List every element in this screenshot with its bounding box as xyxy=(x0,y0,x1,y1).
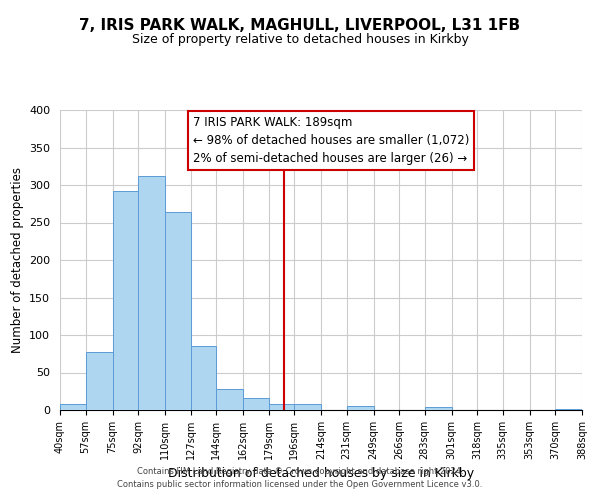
Text: Contains public sector information licensed under the Open Government Licence v3: Contains public sector information licen… xyxy=(118,480,482,489)
X-axis label: Distribution of detached houses by size in Kirkby: Distribution of detached houses by size … xyxy=(168,468,474,480)
Text: Size of property relative to detached houses in Kirkby: Size of property relative to detached ho… xyxy=(131,32,469,46)
Bar xyxy=(347,406,373,410)
Bar xyxy=(555,408,582,410)
Text: Contains HM Land Registry data © Crown copyright and database right 2024.: Contains HM Land Registry data © Crown c… xyxy=(137,468,463,476)
Text: 7 IRIS PARK WALK: 189sqm
← 98% of detached houses are smaller (1,072)
2% of semi: 7 IRIS PARK WALK: 189sqm ← 98% of detach… xyxy=(193,116,469,165)
Bar xyxy=(269,404,294,410)
Bar xyxy=(243,398,269,410)
Y-axis label: Number of detached properties: Number of detached properties xyxy=(11,167,23,353)
Bar xyxy=(191,346,216,410)
Bar xyxy=(86,352,113,410)
Bar xyxy=(60,404,86,410)
Bar xyxy=(138,176,165,410)
Bar xyxy=(165,212,191,410)
Bar xyxy=(425,407,452,410)
Bar xyxy=(294,404,321,410)
Bar xyxy=(216,389,243,410)
Text: 7, IRIS PARK WALK, MAGHULL, LIVERPOOL, L31 1FB: 7, IRIS PARK WALK, MAGHULL, LIVERPOOL, L… xyxy=(79,18,521,32)
Bar xyxy=(113,191,138,410)
